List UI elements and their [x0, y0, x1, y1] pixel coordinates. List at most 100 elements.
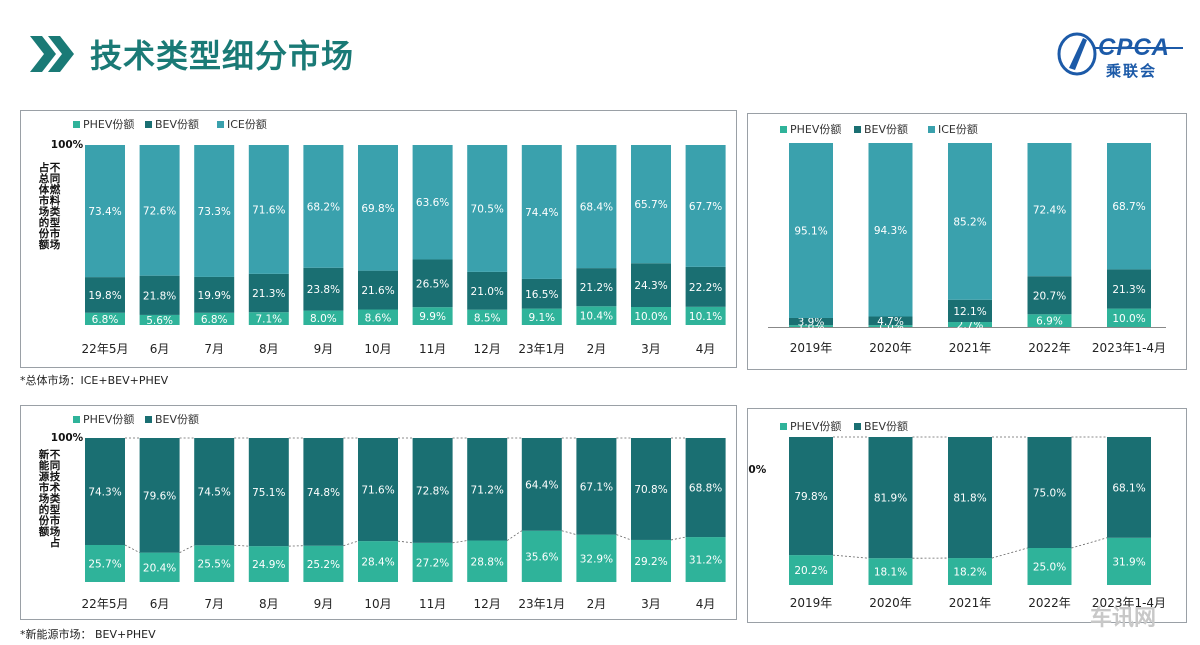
bar-segment-1 [139, 275, 180, 315]
bar-segment-1 [631, 438, 671, 540]
y-axis-label-char: 额 [38, 238, 50, 251]
data-label: 21.2% [580, 282, 613, 294]
bar-segment-1 [1027, 276, 1072, 315]
data-label: 68.2% [307, 201, 340, 213]
y-axis-label-char: 类 [50, 492, 61, 505]
data-label: 20.4% [143, 562, 176, 574]
data-label: 5.6% [146, 315, 173, 327]
y-axis-label-char: 源 [39, 470, 50, 483]
bar-segment-0 [685, 537, 726, 582]
bar-segment-0 [467, 309, 508, 325]
bar-segment-0 [412, 307, 453, 325]
trend-connector [343, 540, 359, 547]
bar-segment-1 [194, 276, 235, 313]
data-label: 10.0% [634, 311, 667, 323]
data-label: 21.6% [361, 285, 394, 297]
bar-segment-0 [358, 541, 398, 582]
y-axis-label-char: 不 [50, 449, 61, 461]
y-axis-label-char: 类 [50, 205, 61, 218]
x-tick-label: 3月 [641, 342, 661, 356]
bar-segment-1 [412, 259, 453, 308]
bar-segment-2 [85, 145, 125, 278]
y-axis-label-char: 占 [39, 161, 50, 174]
y-axis-label-char: 市 [50, 514, 61, 527]
legend-label-0: PHEV份额 [83, 413, 134, 426]
x-tick-label: 4月 [696, 597, 716, 611]
y-axis-label-char: 同 [50, 460, 61, 472]
data-label: 64.4% [525, 479, 558, 491]
bar-segment-0 [139, 314, 180, 325]
bar-segment-0 [948, 322, 992, 327]
y-axis-label-char: 料 [50, 194, 61, 207]
logo-text: CPCA [1098, 34, 1171, 61]
trend-connector [991, 547, 1028, 559]
bar-segment-0 [248, 546, 289, 582]
data-label: 3.9% [798, 317, 825, 329]
footnote-total-market: *总体市场：ICE+BEV+PHEV [20, 374, 169, 387]
bar-segment-0 [248, 312, 289, 325]
data-label: 24.3% [634, 280, 667, 292]
data-label: 2.7% [957, 320, 984, 332]
x-tick-label: 2022年 [1028, 341, 1071, 355]
legend-label-1: BEV份额 [155, 413, 199, 426]
bar-segment-0 [789, 555, 833, 585]
data-label: 20.7% [1033, 290, 1066, 302]
bar-segment-0 [576, 306, 617, 325]
x-tick-label: 10月 [364, 342, 391, 356]
y-axis-label-char: 市 [50, 227, 61, 240]
bar-segment-1 [789, 437, 833, 556]
bar-segment-0 [631, 539, 671, 582]
trend-connector [506, 530, 523, 541]
data-label: 68.8% [689, 483, 722, 495]
bar-segment-1 [948, 299, 992, 323]
data-label: 70.8% [634, 484, 667, 496]
page-header: 技术类型细分市场 [28, 30, 354, 78]
bar-segment-0 [467, 540, 508, 582]
data-label: 74.8% [307, 487, 340, 499]
data-label: 6.9% [1036, 316, 1063, 328]
bar-segment-1 [85, 438, 125, 545]
bar-segment-0 [1107, 537, 1151, 585]
bar-segment-1 [1107, 269, 1151, 309]
data-label: 63.6% [416, 197, 449, 209]
data-label: 29.2% [634, 556, 667, 568]
bar-segment-1 [248, 273, 289, 313]
bar-segment-0 [303, 545, 344, 582]
x-tick-label: 2023年1-4月 [1092, 341, 1166, 355]
legend-swatch-0 [73, 416, 80, 423]
bar-segment-2 [631, 145, 671, 264]
bar-segment-0 [789, 325, 833, 327]
bar-segment-0 [868, 558, 913, 585]
y-axis-label-char: 新 [39, 448, 50, 461]
x-tick-label: 2020年 [869, 596, 912, 610]
bar-segment-1 [576, 268, 617, 307]
bar-segment-2 [521, 145, 562, 279]
page-title: 技术类型细分市场 [90, 37, 355, 75]
x-tick-label: 9月 [314, 597, 334, 611]
legend-swatch-1 [145, 416, 152, 423]
data-label: 68.4% [580, 202, 613, 214]
trend-connector [616, 534, 632, 541]
x-tick-label: 9月 [314, 342, 334, 356]
bar-segment-2 [139, 145, 180, 276]
x-tick-label: 8月 [259, 342, 279, 356]
y-axis-label-char: 场 [39, 205, 50, 218]
trend-connector [452, 540, 468, 544]
x-tick-label: 11月 [419, 342, 446, 356]
bar-segment-0 [576, 534, 617, 582]
bar-segment-1 [948, 437, 992, 559]
bar-segment-1 [358, 270, 398, 310]
bar-segment-2 [412, 145, 453, 260]
y-axis-label-char: 市 [39, 481, 50, 494]
y-axis-label-char: 体 [39, 183, 50, 196]
bar-segment-0 [948, 558, 992, 585]
bar-segment-1 [685, 438, 726, 538]
data-label: 74.5% [198, 487, 231, 499]
data-label: 21.8% [143, 290, 176, 302]
chart-yearly-total: PHEV份额 BEV份额 ICE份额1.0%3.9%95.1%2019年1.0%4.… [768, 123, 1166, 355]
bar-segment-0 [194, 545, 235, 582]
legend-label-0: PHEV份额 [790, 420, 841, 433]
data-label: 79.6% [143, 490, 176, 502]
x-tick-label: 6月 [150, 342, 170, 356]
